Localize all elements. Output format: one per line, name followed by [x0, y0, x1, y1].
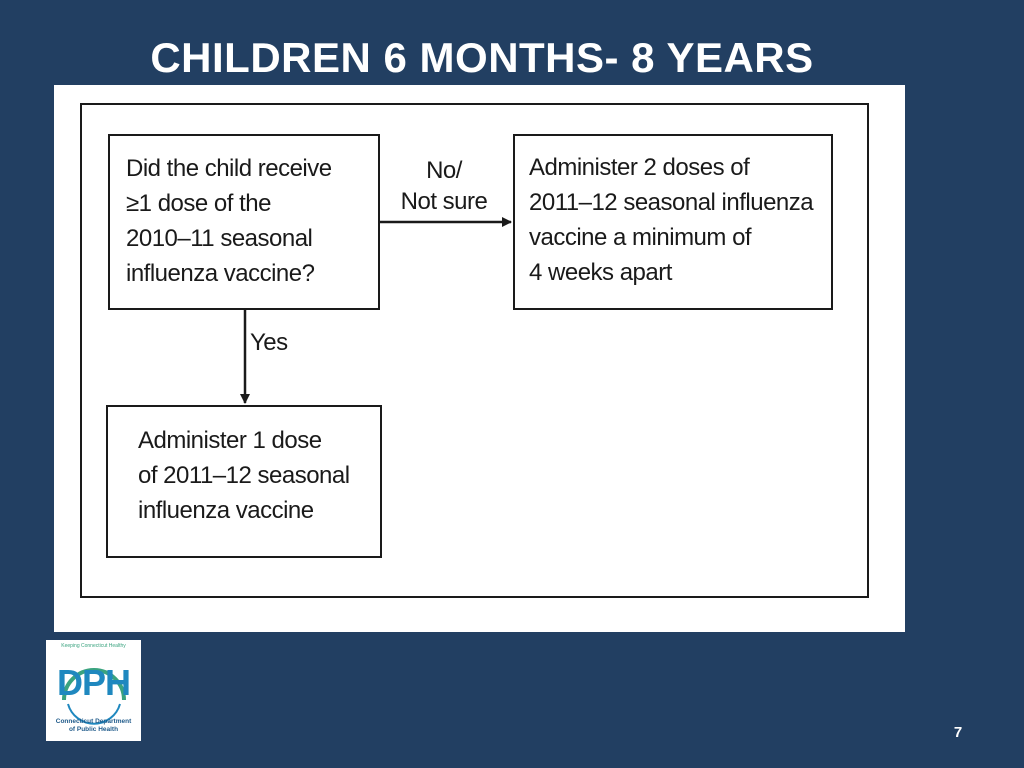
logo-arc-text: Keeping Connecticut Healthy — [61, 643, 126, 649]
question-box: Did the child receive ≥1 dose of the 201… — [108, 134, 380, 310]
logo-main-text: DPH — [56, 662, 131, 703]
flowchart-panel: Did the child receive ≥1 dose of the 201… — [54, 85, 905, 632]
logo-subtitle: Connecticut Department of Public Health — [55, 718, 132, 733]
yes-outcome-box: Administer 1 dose of 2011–12 seasonal in… — [106, 405, 382, 558]
flowchart-frame — [80, 103, 869, 598]
slide-title: CHILDREN 6 MONTHS- 8 YEARS — [150, 34, 814, 81]
page-number: 7 — [953, 724, 963, 741]
no-label: No/ Not sure — [400, 157, 488, 215]
flowchart-arrows — [240, 217, 512, 404]
yes-label: Yes — [250, 329, 288, 356]
logo-arc-icon — [62, 668, 126, 725]
no-outcome-box: Administer 2 doses of 2011–12 seasonal i… — [513, 134, 833, 310]
dph-logo: Keeping Connecticut Healthy DPH Connecti… — [46, 640, 141, 741]
